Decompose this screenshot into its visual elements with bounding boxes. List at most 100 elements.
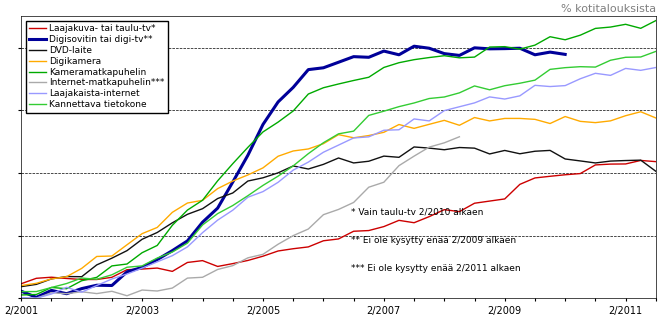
Internet-matkapuhelin*** [93, 292, 101, 295]
Laajakaista-internet [395, 128, 403, 132]
DVD-laite [501, 148, 509, 152]
Kameramatkapuhelin [138, 251, 146, 255]
Digisovitin tai digi-tv** [335, 60, 343, 64]
Kameramatkapuhelin [274, 120, 282, 124]
Laajakuva- tai taulu-tv* [138, 267, 146, 271]
Digisovitin tai digi-tv** [138, 266, 146, 269]
Digikamera [168, 211, 176, 214]
Laajakuva- tai taulu-tv* [652, 160, 660, 164]
Text: % kotitalouksista: % kotitalouksista [561, 4, 656, 14]
Kameramatkapuhelin [32, 292, 40, 296]
Laajakuva- tai taulu-tv* [168, 269, 176, 273]
Digikamera [108, 254, 116, 258]
Laajakaista-internet [350, 136, 358, 140]
Internet-matkapuhelin*** [123, 294, 131, 298]
Laajakaista-internet [607, 74, 614, 77]
Internet-matkapuhelin*** [168, 286, 176, 290]
DVD-laite [365, 159, 373, 163]
Kannettava tietokone [168, 250, 176, 254]
Digisovitin tai digi-tv** [501, 47, 509, 51]
Laajakuva- tai taulu-tv* [591, 163, 599, 167]
Laajakuva- tai taulu-tv* [48, 275, 55, 279]
Laajakaista-internet [304, 160, 312, 164]
Kannettava tietokone [335, 132, 343, 136]
Laajakaista-internet [531, 84, 539, 87]
DVD-laite [183, 212, 191, 216]
Kameramatkapuhelin [289, 109, 297, 113]
Laajakaista-internet [48, 292, 55, 296]
Kameramatkapuhelin [455, 56, 463, 60]
Laajakaista-internet [244, 195, 252, 199]
Internet-matkapuhelin*** [138, 288, 146, 292]
DVD-laite [486, 152, 494, 156]
Digisovitin tai digi-tv** [531, 53, 539, 57]
Digisovitin tai digi-tv** [440, 52, 448, 56]
Kameramatkapuhelin [591, 27, 599, 30]
Kannettava tietokone [274, 174, 282, 178]
DVD-laite [380, 154, 388, 158]
Digikamera [350, 136, 358, 140]
Digikamera [365, 134, 373, 138]
Kannettava tietokone [486, 88, 494, 92]
Digisovitin tai digi-tv** [304, 68, 312, 72]
Kannettava tietokone [199, 223, 207, 227]
Laajakuva- tai taulu-tv* [319, 239, 327, 243]
Laajakaista-internet [486, 95, 494, 99]
DVD-laite [531, 149, 539, 153]
DVD-laite [319, 163, 327, 166]
Digisovitin tai digi-tv** [380, 49, 388, 53]
DVD-laite [32, 283, 40, 286]
Digikamera [63, 275, 71, 279]
Digisovitin tai digi-tv** [516, 46, 524, 50]
Laajakuva- tai taulu-tv* [576, 172, 584, 175]
Laajakuva- tai taulu-tv* [153, 266, 161, 270]
Kameramatkapuhelin [395, 61, 403, 65]
Kannettava tietokone [108, 273, 116, 277]
Laajakuva- tai taulu-tv* [561, 173, 569, 177]
Kannettava tietokone [214, 212, 222, 216]
Kameramatkapuhelin [350, 79, 358, 83]
Internet-matkapuhelin*** [214, 268, 222, 271]
Digisovitin tai digi-tv** [78, 287, 86, 291]
Internet-matkapuhelin*** [410, 154, 418, 158]
Digikamera [304, 147, 312, 151]
Laajakaista-internet [516, 94, 524, 98]
Kannettava tietokone [93, 277, 101, 281]
Laajakaista-internet [78, 290, 86, 294]
Kameramatkapuhelin [380, 66, 388, 69]
Digisovitin tai digi-tv** [199, 220, 207, 224]
Laajakuva- tai taulu-tv* [622, 162, 630, 166]
Laajakuva- tai taulu-tv* [365, 228, 373, 232]
Internet-matkapuhelin*** [335, 207, 343, 211]
Digisovitin tai digi-tv** [319, 66, 327, 70]
Internet-matkapuhelin*** [365, 185, 373, 189]
Laajakaista-internet [561, 84, 569, 88]
Digikamera [395, 123, 403, 126]
Kannettava tietokone [138, 264, 146, 268]
DVD-laite [591, 161, 599, 165]
Digikamera [486, 119, 494, 123]
DVD-laite [350, 161, 358, 165]
Digisovitin tai digi-tv** [365, 55, 373, 59]
DVD-laite [229, 191, 237, 195]
DVD-laite [546, 148, 554, 152]
Digikamera [546, 122, 554, 125]
Laajakaista-internet [63, 285, 71, 289]
Internet-matkapuhelin*** [48, 291, 55, 295]
Laajakaista-internet [365, 135, 373, 139]
Line: Laajakaista-internet: Laajakaista-internet [21, 68, 656, 298]
DVD-laite [576, 159, 584, 163]
Laajakaista-internet [138, 266, 146, 270]
Laajakuva- tai taulu-tv* [410, 221, 418, 225]
Digikamera [335, 133, 343, 137]
Laajakuva- tai taulu-tv* [440, 208, 448, 212]
Kannettava tietokone [319, 141, 327, 145]
Digikamera [153, 226, 161, 229]
DVD-laite [516, 152, 524, 156]
Kameramatkapuhelin [78, 279, 86, 283]
Laajakaista-internet [214, 218, 222, 222]
DVD-laite [440, 148, 448, 152]
Kannettava tietokone [32, 290, 40, 293]
Digisovitin tai digi-tv** [259, 123, 267, 126]
Kannettava tietokone [576, 65, 584, 68]
